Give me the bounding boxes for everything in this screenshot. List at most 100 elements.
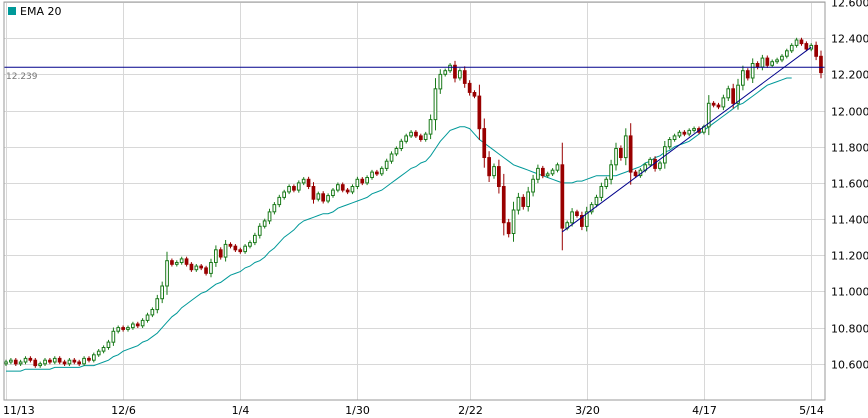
candle-down <box>340 184 345 191</box>
candle-up <box>82 357 86 365</box>
candle-down <box>472 92 477 97</box>
trendline <box>562 46 812 233</box>
y-tick-label: 12.600 <box>831 0 868 10</box>
candle-down <box>482 128 487 159</box>
candle-down <box>521 196 526 207</box>
candle-up <box>379 167 384 175</box>
candle-up <box>282 191 286 198</box>
candle-up <box>145 314 150 321</box>
x-tick-label: 5/14 <box>799 404 824 417</box>
ema20-line <box>6 77 792 372</box>
candle-down <box>135 323 140 327</box>
candle-up <box>272 204 277 213</box>
candle-up <box>43 359 47 365</box>
candle-up <box>214 249 218 264</box>
candle-down <box>755 63 760 68</box>
candle-up <box>458 70 462 79</box>
candle-down <box>375 171 379 175</box>
candle-up <box>584 211 589 227</box>
candle-up <box>736 84 740 104</box>
candle-up <box>301 178 306 184</box>
candle-down <box>48 359 52 363</box>
candle-up <box>741 70 745 86</box>
candle-down <box>72 359 77 363</box>
candle-down <box>682 131 687 135</box>
candle-down <box>77 361 82 365</box>
candle-down <box>360 178 365 184</box>
candle-up <box>155 298 160 311</box>
legend-label: EMA 20 <box>20 5 61 18</box>
candle-down <box>799 39 804 45</box>
candle-up <box>23 357 28 363</box>
candle-up <box>179 258 184 263</box>
candle-up <box>545 173 550 177</box>
candle-down <box>321 193 325 202</box>
candle-down <box>233 245 238 251</box>
candle-up <box>443 70 448 75</box>
candle-up <box>550 169 555 175</box>
y-tick-label: 12.400 <box>831 33 868 46</box>
candle-up <box>677 131 682 137</box>
plot-area <box>4 37 825 372</box>
candle-down <box>184 258 189 265</box>
candle-up <box>287 186 291 193</box>
candle-up <box>296 182 301 191</box>
candle-up <box>365 177 369 184</box>
chart-legend: EMA 20 <box>8 5 61 18</box>
candle-down <box>731 88 735 104</box>
candle-down <box>311 186 316 200</box>
candle-up <box>760 57 765 68</box>
legend-swatch <box>8 7 16 15</box>
candle-up <box>248 242 252 247</box>
candle-up <box>687 129 692 135</box>
candle-up <box>101 347 106 352</box>
candle-down <box>575 211 579 216</box>
candle-up <box>209 262 213 274</box>
candle-down <box>218 249 223 258</box>
candle-down <box>121 327 126 330</box>
candle-up <box>394 148 399 155</box>
candle-up <box>277 196 282 206</box>
x-tick-label: 11/13 <box>3 404 35 417</box>
candle-down <box>33 359 38 367</box>
candle-up <box>609 164 613 180</box>
candle-up <box>350 186 355 193</box>
candle-up <box>131 323 135 329</box>
candle-up <box>570 211 574 224</box>
candle-down <box>506 222 511 235</box>
candle-up <box>9 359 13 363</box>
grid-lines <box>4 2 825 400</box>
candle-up <box>589 204 594 213</box>
x-tick-label: 4/17 <box>692 404 717 417</box>
candle-up <box>750 63 755 79</box>
candle-up <box>775 59 779 63</box>
x-axis: 11/13 12/6 1/4 1/30 2/22 3/20 4/17 5/14 <box>3 404 824 417</box>
y-tick-label: 12.200 <box>831 69 868 82</box>
candle-up <box>614 148 618 166</box>
y-tick-label: 11.800 <box>831 142 868 155</box>
candle-down <box>477 95 482 130</box>
candle-down <box>462 70 467 84</box>
candle-up <box>253 234 257 244</box>
candle-up <box>194 265 199 271</box>
candle-up <box>526 191 530 207</box>
candle-down <box>306 178 311 188</box>
candle-down <box>819 55 823 74</box>
candle-up <box>174 262 179 265</box>
candle-down <box>57 357 62 363</box>
candle-up <box>106 341 111 349</box>
candle-up <box>809 44 814 50</box>
candle-up <box>448 64 452 72</box>
candle-up <box>648 158 652 166</box>
candle-down <box>501 186 506 224</box>
candle-down <box>414 131 418 137</box>
x-tick-label: 12/6 <box>111 404 136 417</box>
candle-up <box>531 178 535 193</box>
candle-up <box>721 97 726 108</box>
candle-up <box>428 119 433 135</box>
candle-up <box>726 88 731 99</box>
candle-up <box>96 350 101 356</box>
candle-down <box>189 263 194 271</box>
